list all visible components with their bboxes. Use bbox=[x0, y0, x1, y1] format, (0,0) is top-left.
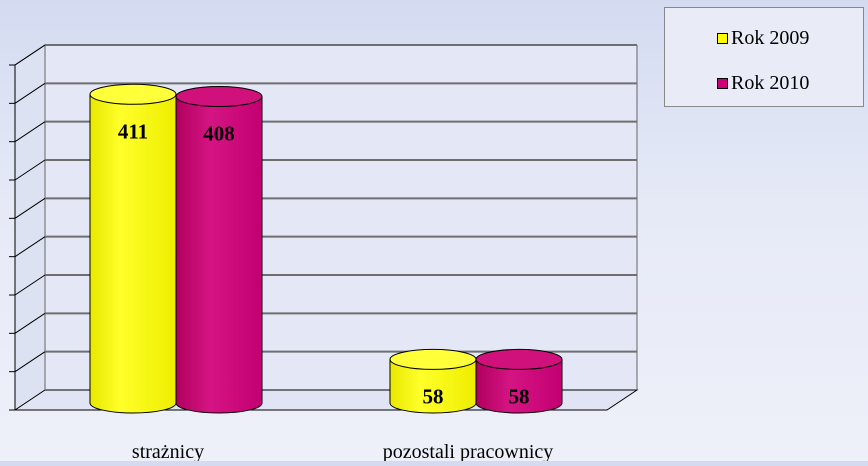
side-gridline bbox=[14, 44, 46, 66]
legend-item-rok-2010: Rok 2010 bbox=[717, 72, 809, 95]
side-gridline bbox=[14, 312, 46, 334]
cylinder-body bbox=[389, 358, 477, 414]
cylinder-top bbox=[475, 348, 563, 370]
bar-1-0 bbox=[389, 348, 477, 414]
side-gridline bbox=[14, 351, 46, 373]
x-tick-label: strażnicy bbox=[132, 441, 204, 461]
side-gridline bbox=[14, 82, 46, 104]
data-label: 58 bbox=[423, 384, 444, 408]
data-label: 411 bbox=[118, 119, 148, 143]
side-gridline bbox=[14, 197, 46, 219]
cylinder-body bbox=[89, 93, 177, 414]
cylinder-top bbox=[389, 348, 477, 370]
side-gridline bbox=[14, 274, 46, 296]
cylinder-top bbox=[89, 83, 177, 105]
legend-swatch-rok-2009 bbox=[717, 33, 728, 44]
side-gridline bbox=[14, 159, 46, 181]
legend-swatch-rok-2010 bbox=[717, 78, 728, 89]
cylinder-body bbox=[175, 96, 263, 414]
side-gridline bbox=[14, 121, 46, 143]
bar-1-1 bbox=[475, 348, 563, 414]
data-label: 58 bbox=[509, 384, 530, 408]
bar-0-1 bbox=[175, 86, 263, 414]
bar-0-0 bbox=[89, 83, 177, 414]
side-gridline bbox=[14, 236, 46, 258]
x-tick-label: pozostali pracownicy bbox=[383, 441, 554, 461]
legend-item-rok-2009: Rok 2009 bbox=[717, 27, 809, 50]
cylinder-top bbox=[175, 86, 263, 108]
legend-label-rok-2010: Rok 2010 bbox=[731, 72, 810, 94]
data-label: 408 bbox=[203, 122, 235, 146]
legend: Rok 2009 Rok 2010 bbox=[664, 7, 864, 107]
cylinder-body bbox=[475, 358, 563, 414]
legend-label-rok-2009: Rok 2009 bbox=[731, 27, 810, 49]
